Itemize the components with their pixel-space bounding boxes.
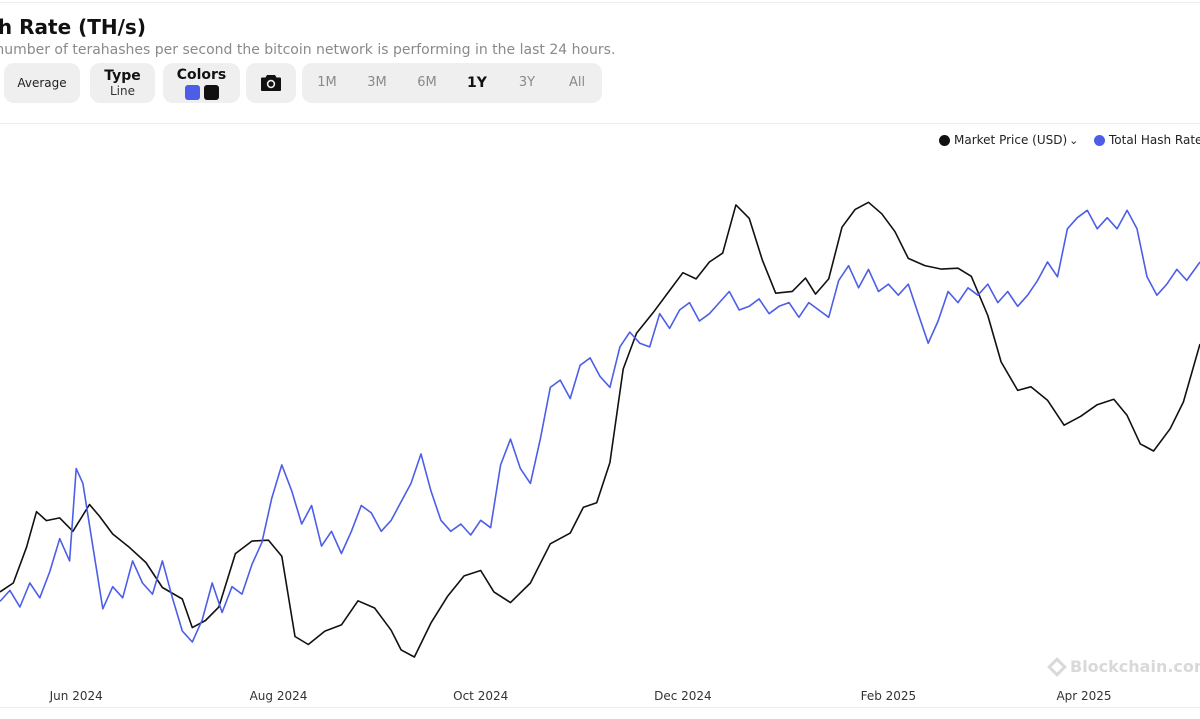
x-tick-label: Aug 2024	[250, 689, 308, 703]
range-6m-button[interactable]: 6M	[417, 75, 437, 90]
camera-icon	[261, 75, 281, 91]
page-subtitle: d number of terahashes per second the bi…	[0, 42, 616, 58]
blockchain-logo-icon	[1047, 656, 1067, 677]
color-swatches	[184, 84, 219, 100]
x-tick-label: Feb 2025	[861, 689, 917, 703]
price-color-swatch[interactable]	[203, 84, 219, 100]
screenshot-button[interactable]	[246, 63, 296, 103]
header-divider	[0, 123, 1200, 124]
top-rule	[0, 2, 1200, 3]
range-3y-button[interactable]: 3Y	[518, 75, 536, 90]
watermark-label: Blockchain.com	[1070, 657, 1200, 676]
series-line-0	[0, 201, 1200, 658]
legend-price-label: Market Price (USD)	[954, 133, 1068, 147]
legend-hash-dot	[1094, 134, 1105, 146]
range-1m-button[interactable]: 1M	[317, 75, 337, 90]
bottom-rule	[0, 707, 1200, 708]
blockchain-watermark: Blockchain.com	[1047, 656, 1200, 677]
range-selector: 1M 3M 6M 1Y 3Y All	[302, 63, 602, 103]
legend-hash-label: Total Hash Rate	[1109, 133, 1200, 147]
range-1y-button[interactable]: 1Y	[467, 75, 487, 91]
type-button[interactable]: Type Line	[90, 63, 155, 103]
page-title: sh Rate (TH/s)	[0, 15, 146, 39]
colors-label: Colors	[176, 66, 227, 83]
x-tick-label: Apr 2025	[1056, 689, 1111, 703]
x-tick-label: Oct 2024	[453, 689, 508, 703]
legend-market-price[interactable]: Market Price (USD) ⌄	[939, 131, 1078, 149]
colors-button[interactable]: Colors	[163, 63, 240, 103]
chevron-down-icon[interactable]: ⌄	[1069, 133, 1079, 147]
range-3m-button[interactable]: 3M	[367, 75, 387, 90]
average-button[interactable]: Average	[4, 63, 80, 103]
x-tick-label: Jun 2024	[49, 689, 103, 703]
legend-total-hash-rate[interactable]: Total Hash Rate	[1094, 131, 1200, 149]
range-all-button[interactable]: All	[568, 75, 586, 90]
series-line-1	[0, 209, 1200, 643]
type-value: Line	[109, 84, 135, 98]
x-tick-label: Dec 2024	[654, 689, 712, 703]
hash-rate-color-swatch[interactable]	[184, 84, 200, 100]
legend-price-dot	[939, 134, 950, 146]
type-label: Type	[104, 68, 141, 84]
